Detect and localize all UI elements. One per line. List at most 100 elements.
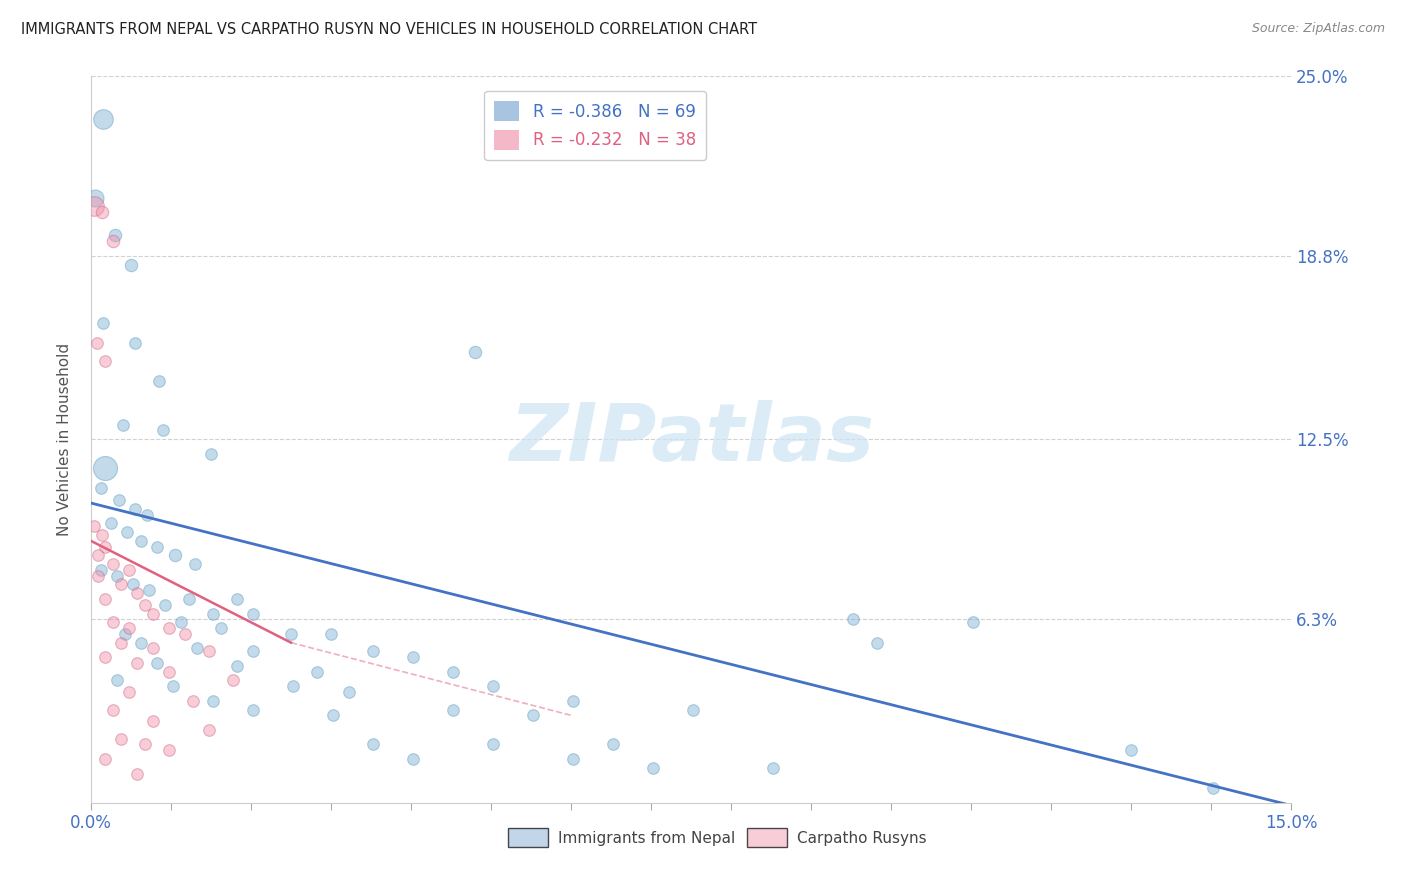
Point: [441, 665, 464, 679]
Point: [110, 577, 132, 591]
Point: [842, 612, 865, 626]
Point: [104, 228, 127, 243]
Point: [138, 583, 160, 598]
Point: [87, 568, 110, 582]
Point: [561, 694, 583, 708]
Point: [91, 316, 114, 330]
Point: [120, 258, 142, 272]
Point: [127, 766, 149, 780]
Point: [481, 738, 503, 752]
Point: [94, 353, 117, 368]
Text: Source: ZipAtlas.com: Source: ZipAtlas.com: [1251, 22, 1385, 36]
Point: [103, 235, 125, 249]
Point: [136, 508, 159, 522]
Point: [94, 461, 117, 475]
Point: [682, 702, 704, 716]
Point: [209, 621, 232, 635]
Text: Carpatho Rusyns: Carpatho Rusyns: [797, 830, 927, 846]
Point: [222, 673, 245, 688]
Point: [142, 641, 165, 656]
Text: Immigrants from Nepal: Immigrants from Nepal: [558, 830, 735, 846]
Point: [124, 501, 146, 516]
Point: [242, 644, 264, 658]
Point: [94, 540, 117, 554]
Point: [174, 627, 197, 641]
Y-axis label: No Vehicles in Household: No Vehicles in Household: [58, 343, 72, 535]
Point: [198, 723, 221, 737]
Point: [866, 635, 889, 649]
Point: [322, 708, 344, 723]
Point: [242, 702, 264, 716]
Point: [441, 702, 464, 716]
Point: [94, 592, 117, 607]
Point: [162, 679, 184, 693]
Point: [225, 659, 247, 673]
Point: [100, 516, 122, 531]
Point: [91, 205, 114, 219]
Point: [134, 598, 156, 612]
Point: [157, 621, 180, 635]
Point: [83, 519, 105, 533]
Point: [87, 549, 110, 563]
Point: [110, 731, 132, 746]
Point: [83, 199, 105, 213]
Point: [115, 525, 138, 540]
Point: [118, 563, 141, 577]
Point: [152, 423, 174, 437]
Point: [184, 557, 207, 571]
Point: [464, 344, 486, 359]
Point: [129, 635, 152, 649]
Point: [145, 540, 167, 554]
Point: [201, 694, 224, 708]
Point: [1121, 743, 1143, 757]
Point: [105, 568, 128, 582]
Point: [118, 685, 141, 699]
Point: [90, 482, 112, 496]
Point: [94, 752, 117, 766]
Point: [142, 607, 165, 621]
Point: [305, 665, 328, 679]
Point: [103, 557, 125, 571]
Point: [1202, 780, 1225, 795]
Point: [200, 447, 222, 461]
Legend: R = -0.386   N = 69, R = -0.232   N = 38: R = -0.386 N = 69, R = -0.232 N = 38: [484, 91, 706, 161]
Point: [114, 627, 136, 641]
Point: [962, 615, 984, 630]
Point: [280, 627, 302, 641]
Point: [84, 191, 107, 205]
Point: [142, 714, 165, 728]
Point: [91, 112, 114, 127]
Point: [169, 615, 191, 630]
Point: [177, 592, 200, 607]
Point: [105, 673, 128, 688]
Text: ZIPatlas: ZIPatlas: [509, 400, 873, 478]
Point: [157, 665, 180, 679]
Point: [522, 708, 544, 723]
Point: [602, 738, 624, 752]
Point: [90, 563, 112, 577]
Point: [86, 336, 108, 351]
Point: [127, 656, 149, 670]
Point: [129, 533, 152, 548]
Point: [127, 586, 149, 600]
Point: [401, 752, 423, 766]
Point: [481, 679, 503, 693]
Point: [153, 598, 176, 612]
Point: [337, 685, 360, 699]
Point: [110, 635, 132, 649]
Point: [319, 627, 342, 641]
Point: [91, 528, 114, 542]
Point: [225, 592, 247, 607]
Point: [145, 656, 167, 670]
Point: [108, 493, 131, 508]
Point: [186, 641, 208, 656]
Point: [118, 621, 141, 635]
Point: [157, 743, 180, 757]
Point: [103, 615, 125, 630]
Point: [242, 607, 264, 621]
Point: [163, 549, 186, 563]
Point: [103, 702, 125, 716]
Point: [148, 374, 170, 388]
Point: [561, 752, 583, 766]
Point: [401, 650, 423, 665]
